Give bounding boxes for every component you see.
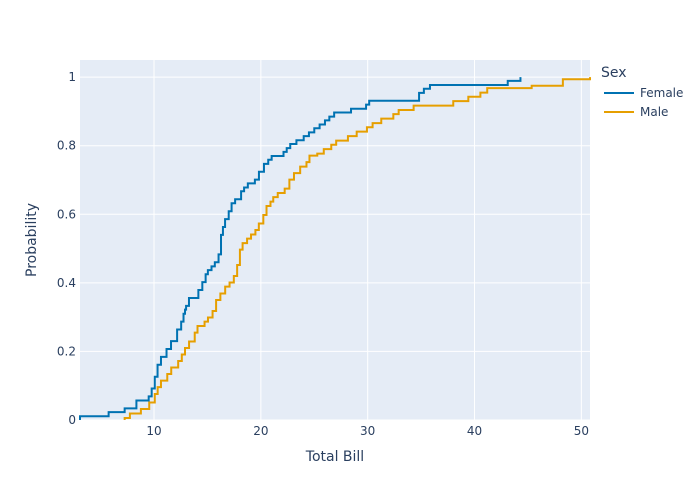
y-tick-label: 0.4 bbox=[57, 276, 76, 290]
series-line-female bbox=[79, 77, 522, 420]
x-axis-title: Total Bill bbox=[305, 449, 364, 465]
x-axis-ticks: 10 20 30 40 50 bbox=[146, 424, 589, 438]
y-axis-ticks: 0 0.2 0.4 0.6 0.8 1 bbox=[57, 70, 76, 427]
x-tick-label: 10 bbox=[146, 424, 161, 438]
y-tick-label: 1 bbox=[68, 70, 76, 84]
y-tick-label: 0.2 bbox=[57, 344, 76, 358]
legend-label-male: Male bbox=[640, 105, 668, 119]
legend-items: Female Male bbox=[604, 86, 683, 119]
series-line-male bbox=[123, 77, 591, 420]
grid-lines bbox=[80, 60, 590, 421]
x-tick-label: 20 bbox=[253, 424, 268, 438]
x-tick-label: 30 bbox=[360, 424, 375, 438]
x-tick-label: 50 bbox=[574, 424, 589, 438]
legend-label-female: Female bbox=[640, 86, 683, 100]
legend-title: Sex bbox=[601, 65, 627, 81]
y-tick-label: 0 bbox=[68, 413, 76, 427]
series-lines bbox=[79, 77, 591, 420]
y-tick-label: 0.6 bbox=[57, 207, 76, 221]
y-axis-title: Probability bbox=[24, 203, 40, 277]
y-tick-label: 0.8 bbox=[57, 139, 76, 153]
legend: Sex Female Male bbox=[601, 65, 683, 119]
plot-background bbox=[80, 60, 590, 420]
x-tick-label: 40 bbox=[467, 424, 482, 438]
